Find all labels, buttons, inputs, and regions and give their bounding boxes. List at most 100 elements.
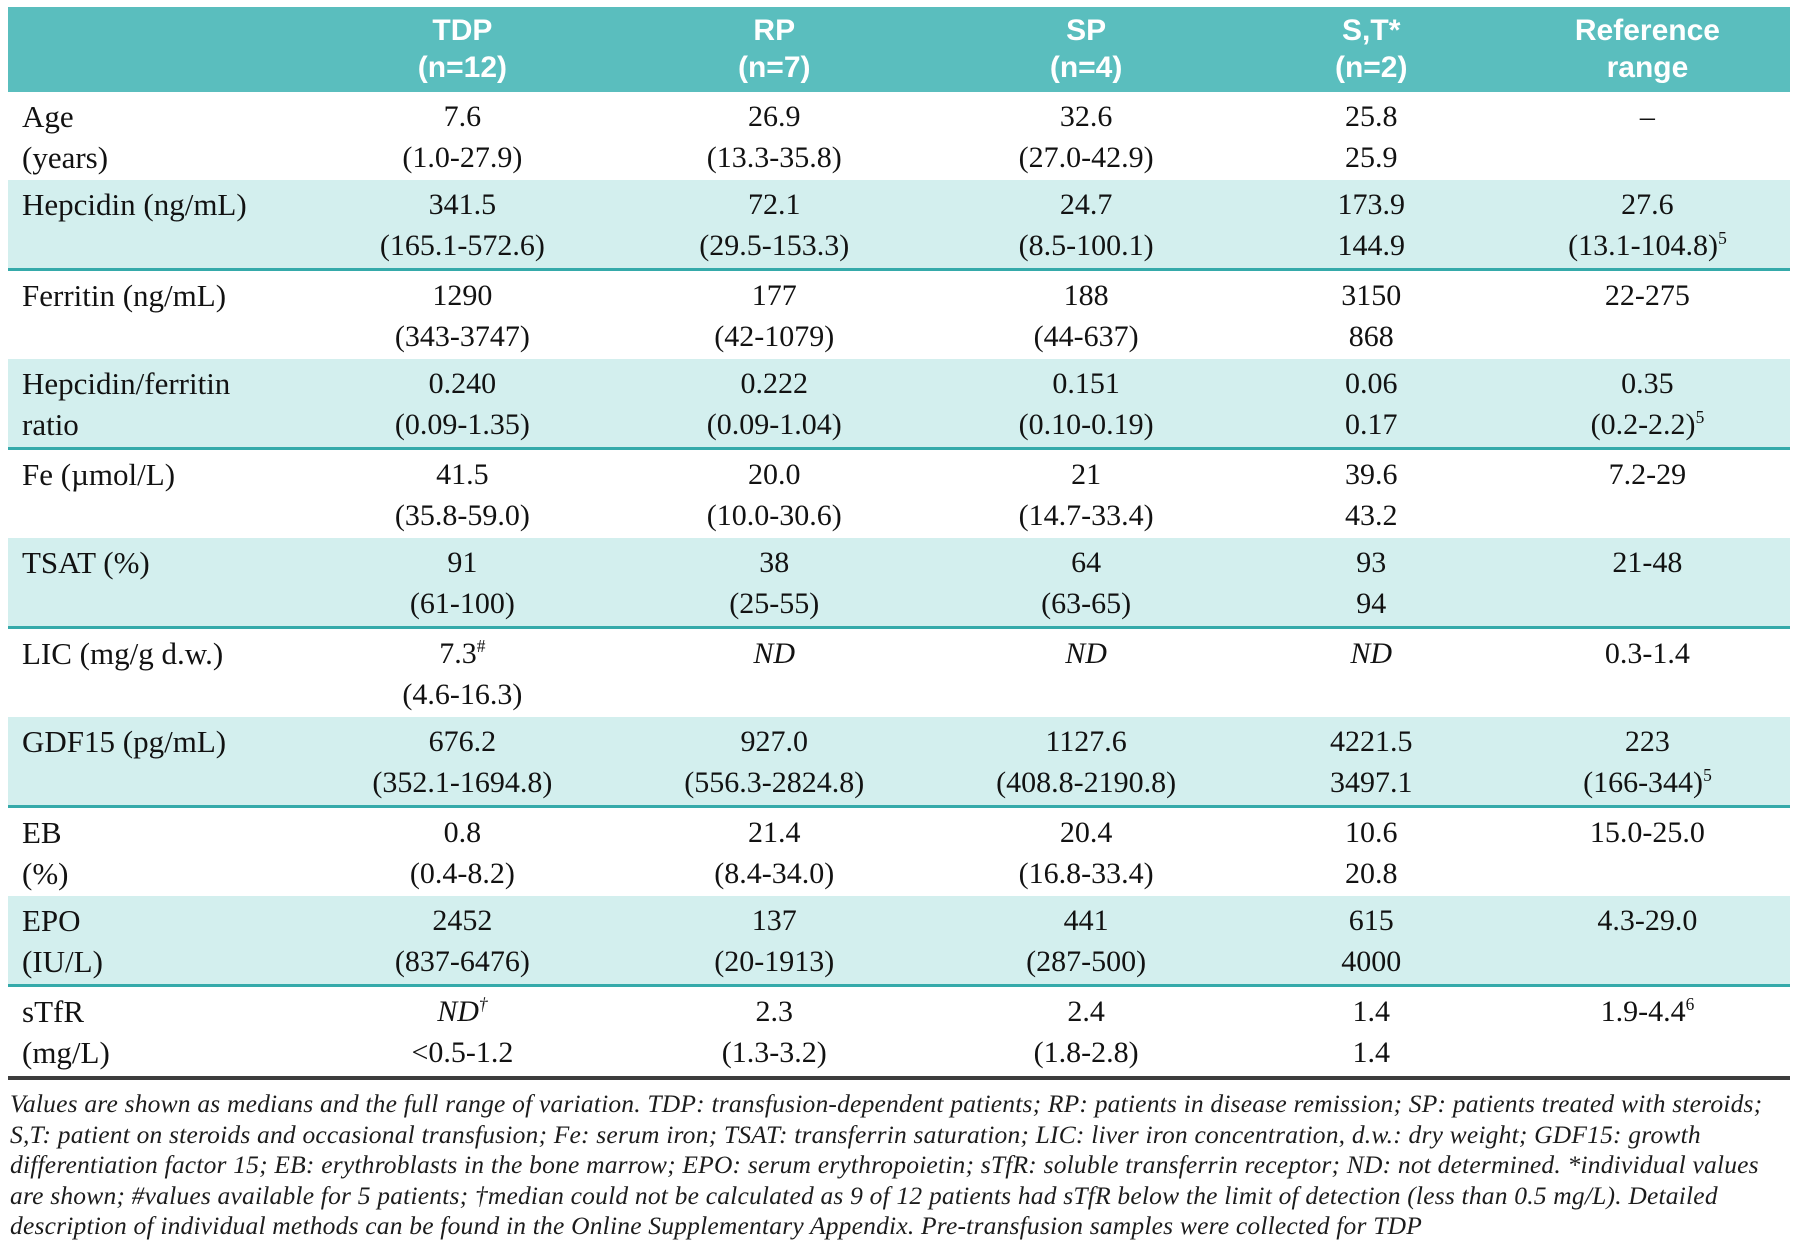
row-label: Hepcidin/ferritin ratio xyxy=(8,359,311,450)
data-cell: 10.6 20.8 xyxy=(1238,807,1505,897)
cell-range: (25-55) xyxy=(729,587,820,620)
cell-range: (0.2-2.2)5 xyxy=(1590,407,1705,441)
data-cell: 137 (20-1913) xyxy=(613,896,935,987)
data-cell: 24.7 (8.5-100.1) xyxy=(934,180,1238,271)
cell-median: 32.6 xyxy=(1059,100,1113,133)
column-header: S,T* (n=2) xyxy=(1237,7,1505,92)
column-header: RP (n=7) xyxy=(613,7,935,92)
cell-range: 3497.1 xyxy=(1329,766,1413,799)
cell-range: (27.0-42.9) xyxy=(1018,141,1154,174)
cell-median: 927.0 xyxy=(740,725,809,758)
data-cell: 441 (287-500) xyxy=(934,896,1238,987)
data-cell: 1127.6 (408.8-2190.8) xyxy=(934,717,1238,808)
cell-range: (44-637) xyxy=(1033,320,1139,353)
cell-range: (352.1-1694.8) xyxy=(372,766,553,799)
data-cell: 223 (166-344)5 xyxy=(1504,717,1790,808)
table-row: TSAT (%) 91 (61-100) 38 (25-55) 64 (63-65) 93 9… xyxy=(8,538,1790,629)
cell-median: 1.9-4.46 xyxy=(1600,994,1695,1028)
cell-median: 1290 xyxy=(432,279,493,312)
cell-median: 38 xyxy=(759,546,790,579)
cell-range xyxy=(1505,137,1790,178)
cell-range: 20.8 xyxy=(1344,857,1398,890)
table-row: LIC (mg/g d.w.) 7.3# (4.6-16.3) ND ND ND 0… xyxy=(8,628,1790,718)
table-row: Age (years) 7.6 (1.0-27.9) 26.9 (13.3-35.8) 32… xyxy=(8,92,1790,180)
data-cell: 20.4 (16.8-33.4) xyxy=(935,807,1238,897)
column-title: S,T* xyxy=(1342,14,1401,47)
cell-median: 0.8 xyxy=(443,816,482,849)
cell-range xyxy=(935,674,1238,715)
cell-range: (8.4-34.0) xyxy=(714,857,835,890)
cell-median: 4.3-29.0 xyxy=(1597,904,1698,937)
table-row: Ferritin (ng/mL) 1290 (343-3747) 177 (42-10… xyxy=(8,270,1790,360)
data-cell: 0.3-1.4 xyxy=(1505,628,1790,718)
data-cell: 1290 (343-3747) xyxy=(311,270,614,360)
data-cell: 72.1 (29.5-153.3) xyxy=(613,180,935,271)
cell-range xyxy=(1505,495,1790,536)
cell-range: (10.0-30.6) xyxy=(706,499,842,532)
row-label: TSAT (%) xyxy=(8,538,311,629)
data-cell: 4.3-29.0 xyxy=(1504,896,1790,987)
cell-range: (1.0-27.9) xyxy=(402,141,523,174)
data-cell: 7.2-29 xyxy=(1505,449,1790,539)
row-label: EB (%) xyxy=(22,815,69,891)
data-cell: 2.4 (1.8-2.8) xyxy=(935,986,1238,1076)
data-cell: 21 (14.7-33.4) xyxy=(935,449,1238,539)
cell-range: (166-344)5 xyxy=(1583,765,1712,799)
cell-median: 20.4 xyxy=(1059,816,1113,849)
cell-median: 72.1 xyxy=(748,188,801,221)
cell-range xyxy=(614,674,935,715)
cell-median: 0.240 xyxy=(428,367,497,400)
column-subtitle: (n=4) xyxy=(1049,51,1123,84)
cell-median: 0.06 xyxy=(1344,367,1398,400)
cell-range: (61-100) xyxy=(409,587,515,620)
cell-median: 615 xyxy=(1348,904,1394,937)
data-cell: 173.9 144.9 xyxy=(1237,180,1505,271)
data-cell: 20.0 (10.0-30.6) xyxy=(614,449,935,539)
cell-median: 21.4 xyxy=(748,816,801,849)
cell-range: 25.9 xyxy=(1344,141,1398,174)
data-table: TDP (n=12) RP (n=7) SP (n=4) S,T* (n=2) Referenc… xyxy=(8,7,1790,1075)
cell-median: 0.222 xyxy=(740,367,809,400)
data-cell: 3150 868 xyxy=(1238,270,1505,360)
cell-median: ND xyxy=(1065,637,1107,670)
data-cell: 7.6 (1.0-27.9) xyxy=(311,92,614,180)
cell-range: (13.3-35.8) xyxy=(706,141,842,174)
cell-median: 2.4 xyxy=(1067,995,1105,1028)
row-label: LIC (mg/g d.w.) xyxy=(22,636,224,671)
cell-median: 26.9 xyxy=(748,100,801,133)
data-cell: 0.151 (0.10-0.19) xyxy=(934,359,1238,450)
cell-range: (8.5-100.1) xyxy=(1018,229,1154,262)
data-cell: 22-275 xyxy=(1505,270,1790,360)
data-cell: 21-48 xyxy=(1504,538,1790,629)
data-cell: 32.6 (27.0-42.9) xyxy=(935,92,1238,180)
table-header: TDP (n=12) RP (n=7) SP (n=4) S,T* (n=2) Referenc… xyxy=(8,7,1790,92)
cell-range: (165.1-572.6) xyxy=(379,229,545,262)
data-cell: ND† <0.5-1.2 xyxy=(311,986,614,1076)
row-label: sTfR (mg/L) xyxy=(22,994,110,1070)
cell-median: – xyxy=(1639,100,1655,133)
table-body: Age (years) 7.6 (1.0-27.9) 26.9 (13.3-35.8) 32… xyxy=(8,92,1790,1075)
cell-median: 1127.6 xyxy=(1045,725,1127,758)
column-title: RP xyxy=(753,14,796,47)
row-label: GDF15 (pg/mL) xyxy=(8,717,311,808)
cell-median: 64 xyxy=(1071,546,1102,579)
cell-range: (14.7-33.4) xyxy=(1018,499,1154,532)
cell-median: 27.6 xyxy=(1621,188,1674,221)
data-cell: 615 4000 xyxy=(1237,896,1505,987)
cell-range: 94 xyxy=(1356,587,1387,620)
cell-range: (0.09-1.04) xyxy=(706,408,842,441)
cell-median: ND† xyxy=(437,994,488,1028)
cell-range xyxy=(1505,674,1790,715)
cell-range: 0.17 xyxy=(1344,408,1398,441)
column-header-empty xyxy=(8,7,311,92)
cell-range: 1.4 xyxy=(1352,1036,1390,1069)
column-header: SP (n=4) xyxy=(934,7,1238,92)
data-cell: ND xyxy=(614,628,935,718)
table-row: Hepcidin (ng/mL) 341.5 (165.1-572.6) 72.1 (… xyxy=(8,180,1790,271)
data-cell: 4221.5 3497.1 xyxy=(1237,717,1505,808)
table-row: EB (%) 0.8 (0.4-8.2) 21.4 (8.4-34.0) 20.4 (16.8… xyxy=(8,807,1790,897)
data-cell: ND xyxy=(1238,628,1505,718)
cell-median: 4221.5 xyxy=(1329,725,1413,758)
data-cell: – xyxy=(1505,92,1790,180)
data-cell: 93 94 xyxy=(1237,538,1505,629)
